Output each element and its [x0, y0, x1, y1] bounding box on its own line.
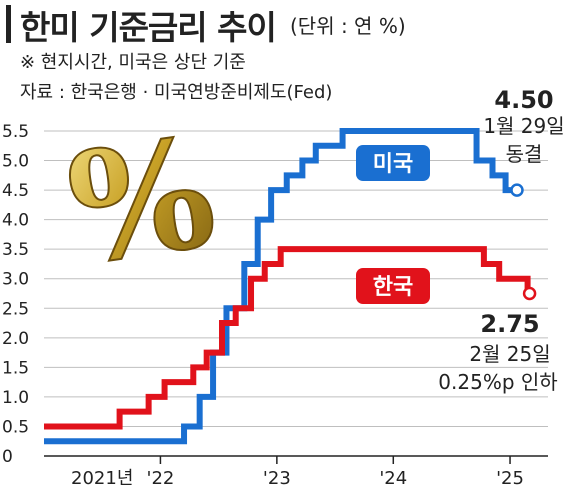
series-badge-label: 미국 [373, 152, 413, 177]
y-tick-label: 0.5 [2, 417, 29, 437]
us-annotation-date: 1월 29일 [483, 114, 564, 138]
series-end-marker [522, 286, 537, 301]
y-tick-label: 2.0 [2, 329, 29, 349]
series-badge-label: 한국 [373, 275, 413, 300]
y-tick-label: 3.5 [2, 240, 29, 260]
source-label: 자료 : 한국은행 · 미국연방준비제도(Fed) [20, 82, 333, 103]
series-end-marker [510, 183, 524, 197]
y-tick-label: 3.0 [2, 270, 29, 290]
series-badge [356, 268, 430, 304]
y-tick-label: 5.5 [2, 122, 29, 142]
chart-header: 한미 기준금리 추이 (단위 : 연 %) ※ 현지시간, 미국은 상단 기준 … [0, 0, 570, 106]
series-badge [356, 145, 430, 181]
series-line-kr [44, 246, 531, 430]
y-tick-label: 1.5 [2, 358, 29, 378]
unit-label: (단위 : 연 %) [290, 14, 406, 38]
kr-annotation-change: 0.25%p 인하 [438, 370, 557, 394]
x-axis: 2021년 '22 '23 '24 '25 [44, 455, 548, 489]
chart-title: 한미 기준금리 추이 [20, 8, 277, 47]
title-accent-bar [6, 5, 11, 43]
y-tick-label: 0 [2, 447, 13, 467]
x-tick-label: '22 [147, 468, 175, 489]
us-annotation-status: 동결 [506, 142, 543, 166]
us-annotation-value: 4.50 [494, 86, 553, 114]
gold-percent-icon: % [59, 104, 225, 298]
y-tick-label: 4.5 [2, 181, 29, 201]
footnote: ※ 현지시간, 미국은 상단 기준 [20, 52, 246, 73]
x-tick-label: '23 [263, 468, 291, 489]
y-tick-label: 4.0 [2, 211, 29, 231]
x-tick-label: '24 [379, 468, 407, 489]
x-tick-label: '25 [496, 468, 524, 489]
series-lines [44, 128, 537, 445]
y-axis: 0 0.5 1.0 1.5 2.0 2.5 3.0 3.5 4.0 4.5 5.0 5.5 [2, 122, 29, 467]
series-line-us [44, 128, 519, 445]
kr-annotation-date: 2월 25일 [469, 342, 550, 366]
kr-annotation-value: 2.75 [480, 310, 539, 338]
x-tick-label: 2021년 [71, 468, 133, 489]
y-tick-label: 1.0 [2, 388, 29, 408]
y-tick-label: 5.0 [2, 152, 29, 172]
y-tick-label: 2.5 [2, 299, 29, 319]
